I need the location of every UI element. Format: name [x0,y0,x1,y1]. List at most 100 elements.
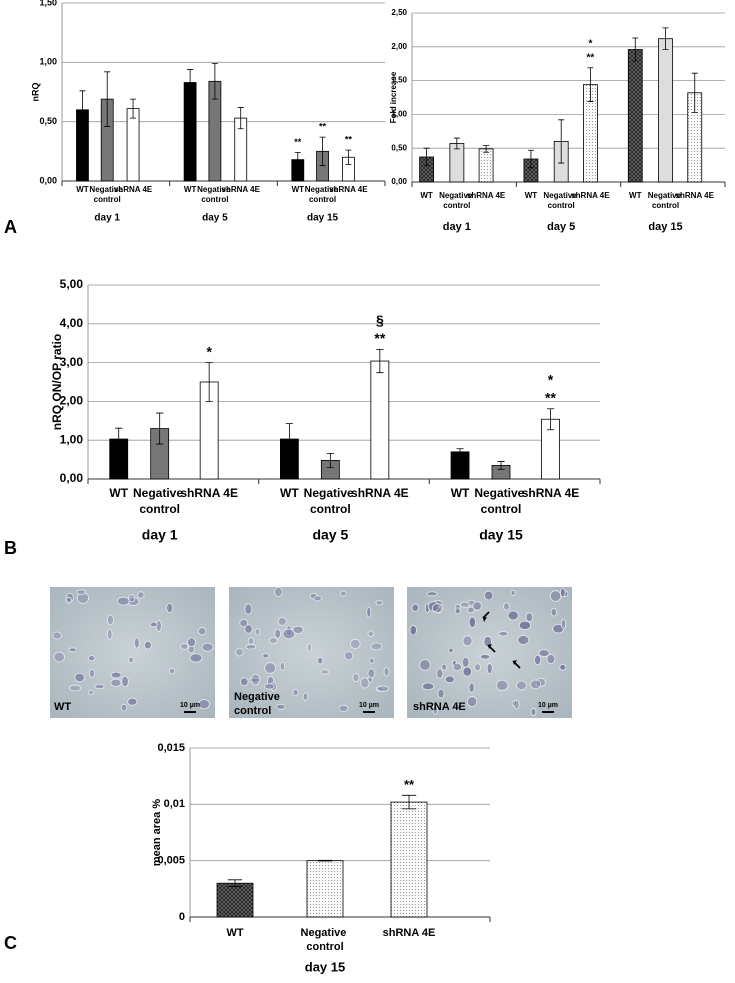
cell [189,653,203,663]
cell [127,697,138,706]
cell [559,664,567,671]
error-bar [376,349,384,374]
cell [201,642,214,652]
cell [350,638,361,649]
cell [483,635,493,648]
cell [448,647,454,654]
cell [369,657,375,664]
cell [143,640,152,650]
cell [239,618,249,628]
cell [560,618,567,630]
bar-label: WT [76,185,89,194]
bar [658,38,673,183]
y-tick-label: 0 [179,911,185,923]
bar-label: WT [629,191,642,200]
y-axis-title: Fold increase [389,71,398,123]
bar [216,882,254,918]
cell [244,624,253,634]
cell [121,675,129,688]
cell [338,704,349,712]
bar-label: shRNA 4E [329,185,368,194]
cell [339,590,347,597]
micrographs [50,587,572,718]
bar [183,82,197,182]
y-tick-label: 2,00 [60,394,84,408]
cell [313,595,322,602]
cell [466,696,478,708]
group-label: day 15 [479,527,523,543]
y-tick-label: 0,50 [391,143,407,152]
cell [462,666,472,677]
error-bar [211,63,218,100]
cell [507,610,519,621]
bar-label: Negative control [648,191,684,210]
cell [52,631,62,640]
cell [431,603,444,613]
cell [274,628,282,639]
y-tick-label: 1,00 [39,57,57,67]
arrow-head [483,617,487,622]
y-tick-label: 2,00 [391,42,407,51]
y-tick-label: 0,00 [391,177,407,186]
cell [277,616,287,626]
cell [76,589,87,595]
bar-label: WT [226,927,243,939]
cell [169,667,176,675]
panel-label: B [4,538,17,558]
cell [245,644,257,650]
bar [627,49,643,183]
error-bar [691,72,698,113]
cell [513,699,520,710]
cell [367,668,376,679]
significance: ** [345,135,353,145]
image-label: shRNA 4E [413,701,466,713]
cell [317,656,324,665]
scale-label: 10 µm [359,702,379,709]
y-axis-title: nRQ [30,83,40,102]
cell [546,653,556,665]
cell [422,682,435,691]
error-bar [345,149,352,165]
error-bar [546,408,555,431]
cell [268,637,278,645]
cell [467,606,475,614]
y-tick-label: 5,00 [60,277,84,291]
micrograph [50,587,215,718]
cell [376,685,389,692]
cell [480,654,491,660]
cell [468,682,475,693]
cell [244,603,253,615]
y-tick-label: 1,50 [391,76,407,85]
cell [437,688,445,699]
arrow [482,611,490,619]
cell [367,630,375,637]
error-bar [587,67,594,102]
micrograph [229,587,394,718]
cell [247,637,255,645]
cell [530,679,542,690]
bar-label: Negative control [133,486,186,516]
bar-label: WT [109,486,128,500]
bar-label: shRNA 4E [467,191,506,200]
cell [419,659,431,671]
cell [484,590,494,601]
cell [409,624,417,636]
bar-label: shRNA 4E [383,927,436,939]
image-label: Negative control [234,691,283,717]
cell [120,703,128,712]
cell [180,643,189,650]
cell [525,612,534,623]
significance: ** [374,330,385,346]
significance: ** [545,389,556,405]
cell [110,671,122,679]
error-bar [115,427,123,451]
cell [468,616,477,628]
bar-label: WT [451,486,470,500]
group-label: day 1 [142,527,178,543]
bar-label: Negative control [301,927,350,953]
significance: § [376,312,384,328]
cell [411,603,419,612]
significance: * [588,38,592,49]
